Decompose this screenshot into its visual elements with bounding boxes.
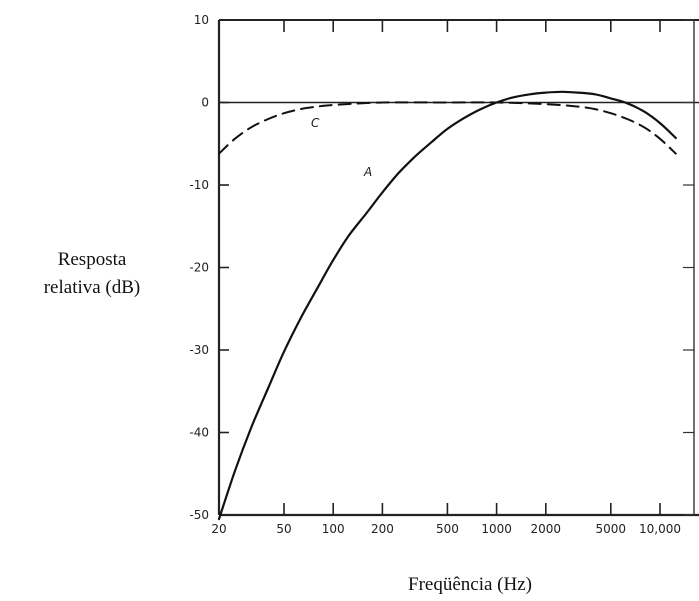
y-axis-title-line2: relativa (dB): [44, 277, 141, 298]
axes: [217, 19, 699, 517]
y-tick-label: -10: [189, 178, 209, 192]
x-axis-title: Freqüência (Hz): [408, 574, 532, 595]
x-tick-label: 1000: [481, 522, 512, 536]
x-tick-label: 5000: [596, 522, 627, 536]
x-tick-label: 2000: [531, 522, 562, 536]
series-line-a: [217, 90, 677, 521]
series: [217, 90, 677, 521]
curve-label-c: C: [311, 116, 320, 130]
x-tick-label: 100: [322, 522, 345, 536]
series-line-c: [218, 101, 677, 155]
x-tick-label: 500: [436, 522, 459, 536]
y-tick-label: -50: [189, 508, 209, 522]
y-axis-title-line1: Resposta: [58, 249, 127, 270]
y-tick-label: -40: [189, 426, 209, 440]
x-tick-label: 200: [371, 522, 394, 536]
y-tick-label: -30: [189, 343, 209, 357]
curve-label-a: A: [363, 165, 372, 179]
ticks: [218, 19, 694, 516]
x-tick-label: 10,000: [639, 522, 681, 536]
y-tick-label: -20: [189, 261, 209, 275]
y-tick-label: 10: [194, 13, 209, 27]
x-tick-label: 20: [211, 522, 226, 536]
x-tick-label: 50: [276, 522, 291, 536]
y-tick-label: 0: [201, 96, 209, 110]
